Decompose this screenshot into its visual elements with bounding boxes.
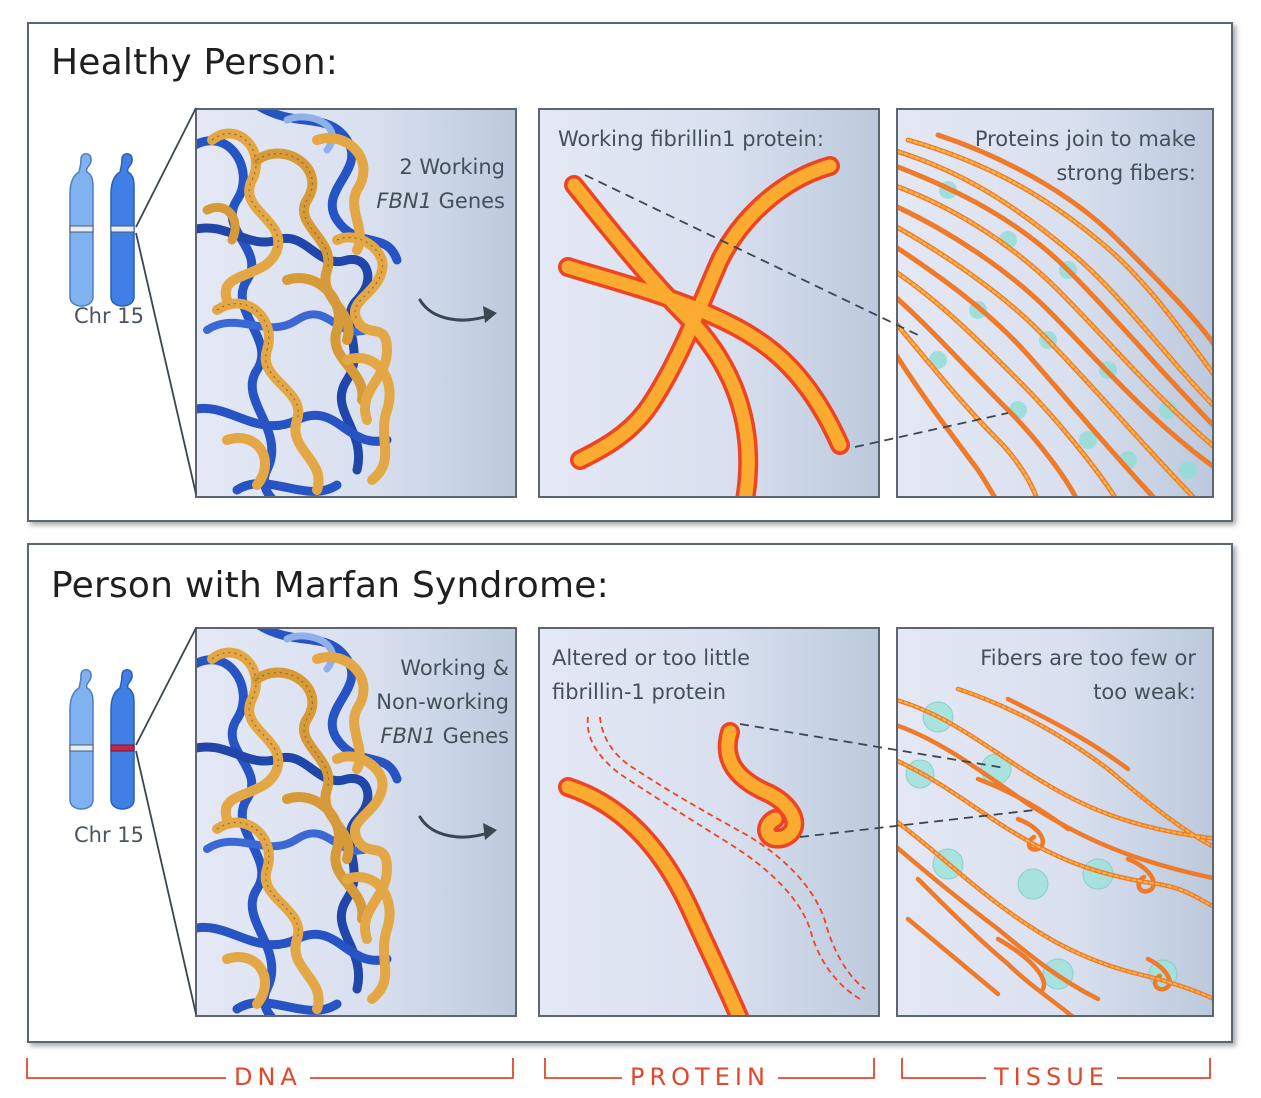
section-title-healthy: Healthy Person: bbox=[51, 42, 339, 83]
protein-frame: Altered or too little fibrillin-1 protei… bbox=[538, 627, 880, 1017]
chromosome-label: Chr 15 bbox=[73, 823, 144, 847]
dna-frame: Working & Non-working FBN1 Genes bbox=[195, 627, 517, 1017]
tissue-text: Proteins join to make strong fibers: bbox=[975, 122, 1196, 190]
tissue-text: Fibers are too few or too weak: bbox=[980, 641, 1196, 709]
tissue-text-line1: Fibers are too few or bbox=[980, 646, 1196, 670]
section-title-marfan: Person with Marfan Syndrome: bbox=[51, 565, 609, 606]
marfan-panel: Person with Marfan Syndrome: Chr 15 bbox=[27, 543, 1233, 1043]
protein-text: Altered or too little fibrillin-1 protei… bbox=[552, 641, 750, 709]
healthy-panel: Healthy Person: Chr 15 bbox=[27, 22, 1233, 522]
protein-frame: Working fibrillin1 protein: bbox=[538, 108, 880, 498]
chromosome-icon bbox=[69, 153, 135, 307]
chromosome-label: Chr 15 bbox=[73, 304, 144, 328]
tissue-section-label: TISSUE bbox=[986, 1064, 1117, 1090]
gene-suffix: Genes bbox=[435, 724, 509, 748]
dna-text: 2 Working FBN1 Genes bbox=[376, 150, 505, 218]
tissue-text-line2: strong fibers: bbox=[1056, 161, 1196, 185]
tissue-frame: Proteins join to make strong fibers: bbox=[896, 108, 1214, 498]
protein-text-line2: fibrillin-1 protein bbox=[552, 680, 727, 704]
protein-chain-icon bbox=[558, 716, 866, 1015]
curved-arrow-icon bbox=[418, 298, 497, 323]
dna-text: Working & Non-working FBN1 Genes bbox=[376, 651, 509, 753]
protein-section-label: PROTEIN bbox=[622, 1064, 778, 1090]
protein-text-line1: Altered or too little bbox=[552, 646, 751, 670]
dna-strands-icon bbox=[197, 110, 402, 496]
tissue-text-line1: Proteins join to make bbox=[974, 127, 1196, 151]
fiber-bundle-icon bbox=[898, 132, 1212, 496]
dna-frame: 2 Working FBN1 Genes bbox=[195, 108, 517, 498]
protein-chain-icon bbox=[558, 156, 850, 496]
dna-text-line2: Non-working bbox=[376, 690, 509, 714]
dna-text-line1: Working & bbox=[400, 656, 509, 680]
chromosome-icon bbox=[69, 669, 135, 810]
curved-arrow-icon bbox=[418, 815, 497, 840]
tissue-frame: Fibers are too few or too weak: bbox=[896, 627, 1214, 1017]
dna-section-label: DNA bbox=[226, 1064, 310, 1090]
gene-name: FBN1 bbox=[380, 724, 436, 748]
dna-strands-icon bbox=[197, 629, 402, 1015]
protein-text: Working fibrillin1 protein: bbox=[558, 127, 824, 151]
dna-text-line1: 2 Working bbox=[399, 155, 505, 179]
gene-name: FBN1 bbox=[376, 189, 432, 213]
gene-suffix: Genes bbox=[431, 189, 505, 213]
tissue-text-line2: too weak: bbox=[1093, 680, 1196, 704]
